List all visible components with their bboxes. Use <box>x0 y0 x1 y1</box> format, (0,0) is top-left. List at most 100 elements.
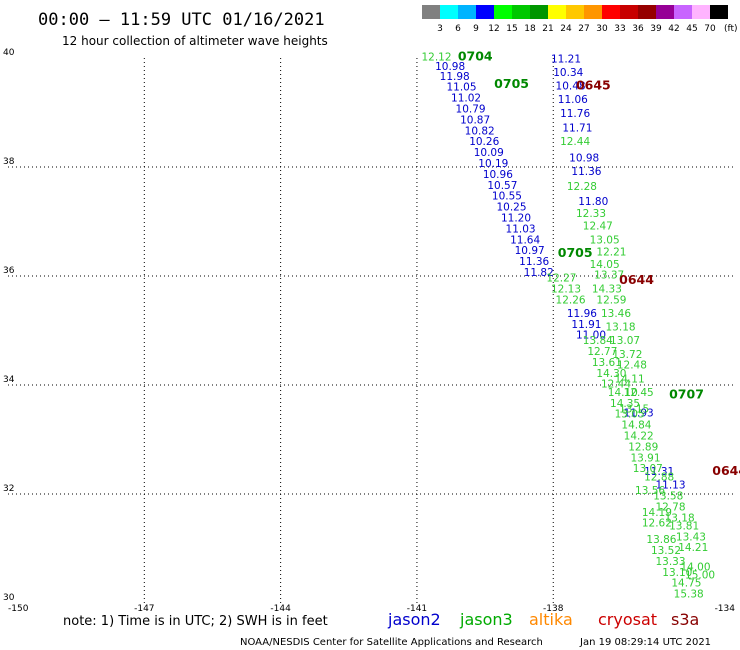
wave-height-point: 14.11 <box>615 373 645 385</box>
color-swatch <box>710 5 728 19</box>
satellite-legend-item: jason3 <box>459 610 513 629</box>
pass-time-label: 0645 <box>576 78 611 93</box>
wave-height-point: 13.33 <box>655 556 685 568</box>
wave-height-point: 12.26 <box>556 294 586 306</box>
x-tick-label: -150 <box>8 604 29 614</box>
wave-height-point: 11.98 <box>440 71 470 83</box>
wave-height-point: 14.10 <box>608 387 638 399</box>
color-swatch <box>440 5 458 19</box>
y-tick-label: 32 <box>3 484 14 494</box>
wave-height-point: 12.78 <box>655 501 685 513</box>
lat-lon-grid: -150 -147 -144 -141 -138 -134 40 38 36 34 32 30 <box>3 48 735 614</box>
wave-height-point: 10.87 <box>460 114 490 126</box>
color-scale-label: 30 <box>596 24 608 34</box>
y-tick-label: 30 <box>3 593 15 603</box>
wave-height-point: 13.18 <box>665 512 695 524</box>
color-swatch <box>458 5 476 19</box>
wave-height-point: 11.36 <box>519 256 549 268</box>
x-tick-label: -134 <box>715 604 736 614</box>
wave-height-point: 13.07 <box>610 335 640 347</box>
wave-height-point: 11.93 <box>624 408 654 420</box>
wave-height-point: 12.59 <box>596 294 626 306</box>
x-tick-label: -147 <box>134 604 154 614</box>
wave-height-point: 11.80 <box>578 196 608 208</box>
wave-height-point: 10.09 <box>474 147 504 159</box>
time-labels: 0704070506450705064407070644 <box>458 49 740 478</box>
wave-height-point: 11.00 <box>576 330 606 342</box>
page-title: 00:00 – 11:59 UTC 01/16/2021 <box>38 10 325 30</box>
color-scale-label: 24 <box>560 24 572 34</box>
wave-height-point: 12.88 <box>644 471 674 483</box>
color-swatch <box>566 5 584 19</box>
y-tick-label: 36 <box>3 266 15 276</box>
wave-height-point: 12.27 <box>546 272 576 284</box>
satellite-legend-item: jason2 <box>387 610 441 629</box>
color-scale-label: 18 <box>524 24 536 34</box>
color-swatch <box>656 5 674 19</box>
pass-time-label: 0704 <box>458 49 493 64</box>
wave-height-point: 10.82 <box>465 125 495 137</box>
wave-height-point: 12.28 <box>567 181 597 193</box>
color-scale-label: 21 <box>542 24 553 34</box>
wave-height-point: 13.56 <box>635 485 665 497</box>
wave-height-point: 13.46 <box>601 308 631 320</box>
color-scale-label: 70 <box>704 24 716 34</box>
x-tick-label: -138 <box>543 604 564 614</box>
wave-height-point: 13.15 <box>619 403 649 415</box>
y-tick-label: 40 <box>3 48 15 58</box>
color-swatch <box>638 5 656 19</box>
pass-time-label: 0707 <box>669 387 704 402</box>
color-swatch <box>674 5 692 19</box>
wave-height-point: 12.21 <box>596 246 626 258</box>
wave-height-point: 11.36 <box>571 166 601 178</box>
pass-time-label: 0644 <box>712 463 740 478</box>
wave-height-point: 15.00 <box>685 569 715 581</box>
wave-height-point: 13.43 <box>676 531 706 543</box>
color-swatch <box>692 5 710 19</box>
page-subtitle: 12 hour collection of altimeter wave hei… <box>62 34 328 48</box>
wave-height-point: 13.81 <box>669 520 699 532</box>
wave-height-point: 13.52 <box>651 545 681 557</box>
wave-height-point: 10.48 <box>556 81 586 93</box>
wave-height-point: 12.13 <box>551 283 581 295</box>
wave-height-point: 12.62 <box>642 518 672 530</box>
color-scale-label: 27 <box>578 24 589 34</box>
wave-height-point: 13.18 <box>606 322 636 334</box>
color-swatch <box>494 5 512 19</box>
satellite-legend-item: s3a <box>671 610 699 629</box>
color-scale-label: 15 <box>506 24 517 34</box>
wave-height-point: 11.91 <box>571 319 601 331</box>
wave-height-point: 12.33 <box>576 208 606 220</box>
wave-height-point: 14.19 <box>642 507 672 519</box>
wave-height-point: 12.12 <box>421 52 451 64</box>
pass-time-label: 0705 <box>494 76 529 91</box>
x-tick-label: -141 <box>407 604 427 614</box>
wave-height-point: 14.35 <box>610 398 640 410</box>
wave-height-point: 13.58 <box>653 490 683 502</box>
color-swatch <box>602 5 620 19</box>
wave-height-point: 12.48 <box>617 360 647 372</box>
footer-credit: NOAA/NESDIS Center for Satellite Applica… <box>240 637 543 648</box>
wave-height-point: 10.19 <box>478 158 508 170</box>
wave-height-point: 11.31 <box>644 466 674 478</box>
wave-height-point: 10.25 <box>496 202 526 214</box>
wave-height-point: 13.10 <box>662 567 692 579</box>
wave-height-point: 13.84 <box>583 335 613 347</box>
wave-height-point: 10.98 <box>569 153 599 165</box>
color-swatch <box>620 5 638 19</box>
color-scale-label: 6 <box>455 24 461 34</box>
color-swatch <box>512 5 530 19</box>
footer-timestamp: Jan 19 08:29:14 UTC 2021 <box>579 637 711 648</box>
pass-time-label: 0644 <box>619 272 654 287</box>
wave-height-point: 13.37 <box>594 270 624 282</box>
wave-height-point: 14.05 <box>590 259 620 271</box>
wave-height-point: 13.61 <box>592 357 622 369</box>
wave-height-point: 11.71 <box>562 123 592 135</box>
wave-height-point: 10.79 <box>456 104 486 116</box>
color-swatch <box>476 5 494 19</box>
wave-height-point: 10.97 <box>515 245 545 257</box>
color-swatch <box>422 5 440 19</box>
wave-height-point: 12.45 <box>624 387 654 399</box>
